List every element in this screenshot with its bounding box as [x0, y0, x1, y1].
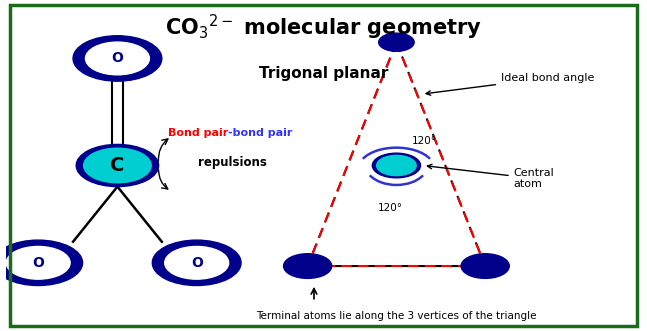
- Text: Bond pair: Bond pair: [168, 128, 228, 138]
- Circle shape: [6, 247, 70, 279]
- Text: repulsions: repulsions: [198, 156, 267, 169]
- Circle shape: [73, 36, 162, 81]
- Circle shape: [461, 254, 509, 278]
- Text: O: O: [111, 51, 124, 66]
- Circle shape: [372, 153, 421, 178]
- Circle shape: [377, 155, 416, 176]
- Text: 120°: 120°: [378, 203, 402, 213]
- Text: O: O: [191, 256, 203, 270]
- Text: Central
atom: Central atom: [428, 164, 554, 189]
- Circle shape: [0, 240, 83, 286]
- Text: Trigonal planar: Trigonal planar: [259, 66, 388, 81]
- Circle shape: [165, 247, 228, 279]
- Text: C: C: [110, 156, 125, 175]
- Circle shape: [85, 42, 149, 75]
- Circle shape: [283, 254, 332, 278]
- Circle shape: [152, 240, 241, 286]
- Circle shape: [83, 148, 151, 183]
- Text: Ideal bond angle: Ideal bond angle: [426, 73, 595, 95]
- Text: Terminal atoms lie along the 3 vertices of the triangle: Terminal atoms lie along the 3 vertices …: [256, 311, 536, 321]
- Text: 120°: 120°: [412, 136, 437, 146]
- Text: CO$_3$$^{2-}$ molecular geometry: CO$_3$$^{2-}$ molecular geometry: [165, 13, 482, 42]
- Circle shape: [76, 144, 159, 187]
- Circle shape: [378, 33, 414, 51]
- Text: -bond pair: -bond pair: [228, 128, 292, 138]
- Text: O: O: [32, 256, 44, 270]
